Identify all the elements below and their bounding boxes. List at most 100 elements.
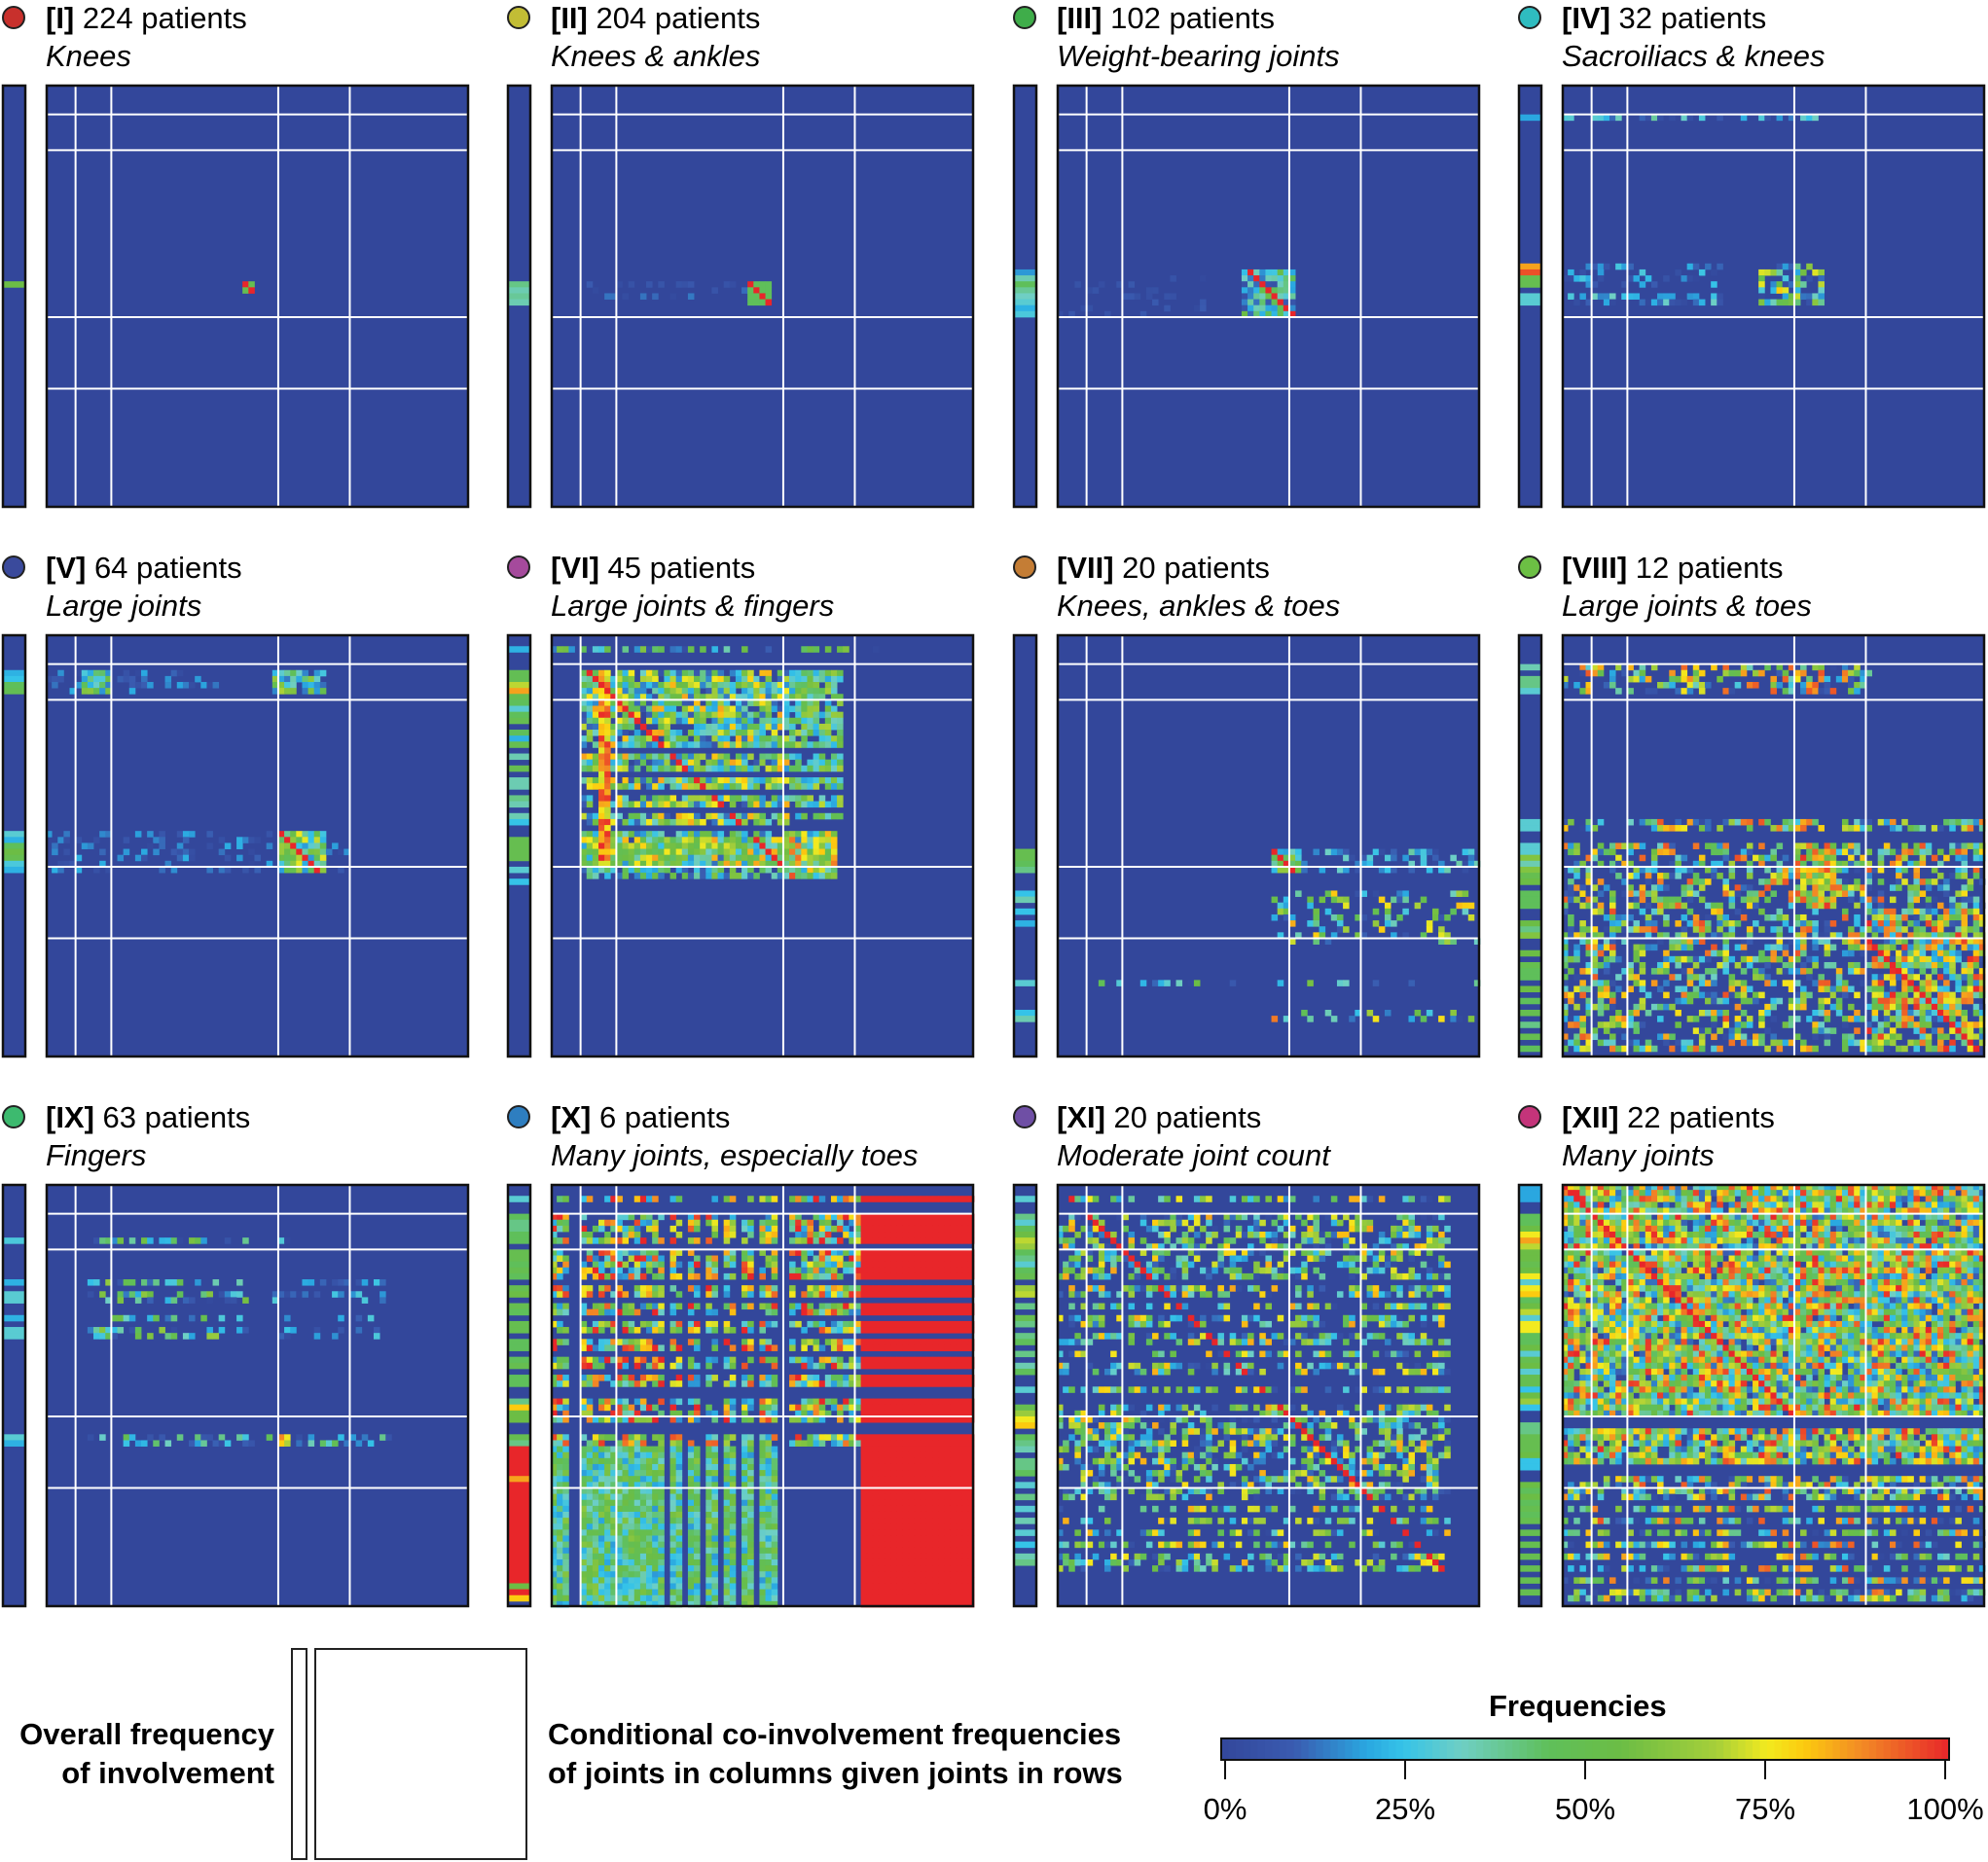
matrix-cell	[687, 1213, 695, 1221]
matrix-cell	[687, 730, 695, 736]
matrix-cell	[765, 1225, 773, 1233]
matrix-cell	[622, 682, 630, 689]
matrix-cell	[694, 1219, 701, 1227]
matrix-cell	[1717, 920, 1723, 927]
matrix-cell	[1705, 263, 1712, 270]
matrix-cell	[557, 1237, 563, 1244]
matrix-cell	[1639, 985, 1646, 993]
matrix-cell	[1949, 968, 1956, 975]
matrix-cell	[1603, 884, 1610, 891]
matrix-cell	[1776, 932, 1784, 939]
matrix-cell	[711, 717, 718, 725]
matrix-cell	[646, 866, 653, 874]
matrix-cell	[890, 1196, 897, 1202]
matrix-cell	[801, 705, 808, 713]
matrix-cell	[1931, 908, 1938, 915]
matrix-cell	[284, 837, 291, 843]
matrix-cell	[176, 831, 184, 838]
matrix-cell	[705, 675, 712, 683]
matrix-cell	[1657, 902, 1664, 910]
matrix-cell	[1889, 908, 1897, 915]
matrix-cell	[801, 688, 808, 695]
matrix-cell	[664, 837, 670, 843]
matrix-cell	[1865, 896, 1872, 904]
matrix-cell	[604, 1261, 611, 1269]
matrix-cell	[849, 1267, 855, 1274]
matrix-cell	[1609, 866, 1616, 874]
matrix-cell	[711, 669, 718, 677]
matrix-cell	[885, 1291, 891, 1298]
matrix-cell	[1753, 890, 1759, 897]
matrix-cell	[1972, 1009, 1980, 1017]
matrix-cell	[1663, 848, 1670, 856]
matrix-cell	[932, 1308, 939, 1316]
matrix-cell	[717, 753, 725, 761]
matrix-cell	[681, 854, 689, 862]
matrix-cell	[1585, 866, 1593, 874]
matrix-cell	[1943, 1003, 1950, 1011]
matrix-cell	[147, 831, 154, 838]
matrix-cell	[777, 795, 784, 802]
matrix-cell	[1901, 980, 1908, 986]
matrix-cell	[729, 837, 737, 843]
matrix-cell	[1585, 663, 1593, 671]
matrix-cell	[1896, 991, 1902, 999]
matrix-cell	[872, 1237, 880, 1244]
matrix-cell	[1746, 926, 1753, 933]
matrix-cell	[610, 759, 617, 767]
matrix-cell	[944, 1320, 951, 1328]
matrix-cell	[1967, 997, 1974, 1005]
bar-cell	[1518, 932, 1542, 939]
matrix-cell	[1288, 299, 1296, 306]
bar-cell	[507, 1362, 531, 1370]
matrix-cell	[290, 837, 297, 843]
matrix-cell	[813, 741, 820, 748]
matrix-cell	[705, 1308, 712, 1316]
matrix-cell	[1961, 985, 1969, 993]
matrix-cell	[1943, 968, 1950, 975]
matrix-cell	[622, 688, 630, 695]
matrix-cell	[633, 842, 641, 849]
matrix-cell	[147, 842, 154, 849]
matrix-cell	[717, 783, 725, 790]
matrix-cell	[729, 669, 737, 677]
matrix-cell	[1740, 949, 1748, 957]
matrix-cell	[669, 1213, 677, 1221]
bar-cell	[2, 669, 26, 677]
matrix-cell	[782, 669, 790, 677]
matrix-cell	[1877, 860, 1885, 868]
matrix-cell	[586, 1255, 594, 1263]
matrix-cell	[866, 1225, 874, 1233]
matrix-cell	[1645, 920, 1652, 927]
matrix-cell	[723, 818, 731, 826]
matrix-cell	[128, 682, 136, 689]
matrix-cell	[1573, 299, 1580, 306]
matrix-cell	[147, 1297, 154, 1304]
matrix-cell	[1800, 873, 1807, 879]
matrix-cell	[723, 1261, 731, 1269]
matrix-cell	[105, 682, 112, 689]
matrix-cell	[633, 753, 641, 761]
matrix-cell	[675, 694, 683, 700]
matrix-cell	[604, 1255, 611, 1263]
matrix-cell	[759, 293, 766, 300]
matrix-cell	[639, 699, 647, 706]
matrix-cell	[932, 1339, 939, 1345]
matrix-cell	[729, 688, 737, 695]
matrix-cell	[759, 1225, 766, 1233]
matrix-cell	[1865, 968, 1872, 975]
matrix-cell	[723, 812, 731, 820]
matrix-cell	[747, 854, 754, 862]
matrix-cell	[729, 818, 737, 826]
matrix-cell	[866, 1255, 874, 1263]
matrix-cell	[141, 1291, 148, 1298]
bar-cell	[507, 1482, 531, 1488]
matrix-cell	[920, 1285, 927, 1292]
matrix-cell	[99, 831, 106, 838]
matrix-cell	[1663, 920, 1670, 927]
matrix-cell	[182, 1333, 190, 1340]
matrix-cell	[1758, 114, 1765, 122]
matrix-cell	[1896, 860, 1902, 868]
matrix-cell	[128, 1327, 136, 1334]
matrix-cell	[307, 675, 315, 683]
